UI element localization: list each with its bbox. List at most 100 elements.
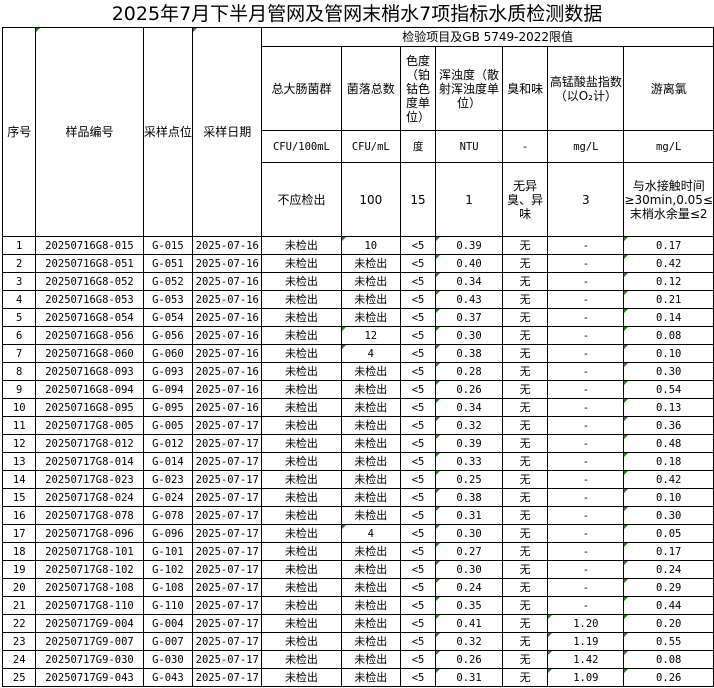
table-row: 4 20250716G8-053 G-053 2025-07-16 未检出 未检出 <5 0.…	[1, 290, 714, 309]
cell-permanganate: 1.42	[547, 650, 625, 669]
cell-color: <5	[399, 344, 437, 363]
cell-site: G-093	[142, 362, 194, 381]
cell-permanganate: -	[547, 272, 625, 291]
cell-odor: 无	[501, 362, 549, 381]
cell-site: G-030	[142, 650, 194, 669]
cell-total-coliform: 未检出	[261, 632, 342, 651]
cell-date: 2025-07-17	[192, 632, 263, 651]
cell-free-chlorine: 0.17	[623, 236, 714, 255]
cell-turbidity: 0.30	[435, 560, 503, 579]
cell-site: G-054	[142, 308, 194, 327]
cell-sample-id: 20250717G9-030	[35, 650, 144, 669]
cell-date: 2025-07-17	[192, 542, 263, 561]
cell-seq: 1	[1, 236, 37, 255]
cell-total-coliform: 未检出	[261, 434, 342, 453]
cell-total-coliform: 未检出	[261, 650, 342, 669]
cell-colony-count: 未检出	[340, 416, 401, 435]
cell-date: 2025-07-16	[192, 362, 263, 381]
cell-permanganate: -	[547, 434, 625, 453]
cell-turbidity: 0.43	[435, 290, 503, 309]
cell-free-chlorine: 0.48	[623, 434, 714, 453]
cell-odor: 无	[501, 434, 549, 453]
cell-seq: 2	[1, 254, 37, 273]
table-row: 18 20250717G8-101 G-101 2025-07-17 未检出 未检出 <5 0…	[1, 542, 714, 561]
cell-date: 2025-07-16	[192, 380, 263, 399]
cell-seq: 10	[1, 398, 37, 417]
table-row: 11 20250717G8-005 G-005 2025-07-17 未检出 未检出 <5 0…	[1, 416, 714, 435]
cell-free-chlorine: 0.30	[623, 362, 714, 381]
cell-colony-count: 未检出	[340, 668, 401, 687]
cell-sample-id: 20250717G8-101	[35, 542, 144, 561]
cell-odor: 无	[501, 632, 549, 651]
cell-turbidity: 0.39	[435, 236, 503, 255]
cell-turbidity: 0.27	[435, 542, 503, 561]
table-row: 3 20250716G8-052 G-052 2025-07-16 未检出 未检出 <5 0.…	[1, 272, 714, 291]
table-row: 1 20250716G8-015 G-015 2025-07-16 未检出 10 <5 0.3…	[1, 236, 714, 255]
cell-color: <5	[399, 236, 437, 255]
cell-free-chlorine: 0.42	[623, 254, 714, 273]
cell-odor: 无	[501, 614, 549, 633]
table-row: 24 20250717G9-030 G-030 2025-07-17 未检出 未检出 <5 0…	[1, 650, 714, 669]
cell-free-chlorine: 0.10	[623, 344, 714, 363]
cell-site: G-108	[142, 578, 194, 597]
table-row: 22 20250717G9-004 G-004 2025-07-17 未检出 未检出 <5 0…	[1, 614, 714, 633]
cell-site: G-060	[142, 344, 194, 363]
cell-sample-id: 20250717G8-024	[35, 488, 144, 507]
cell-sample-id: 20250716G8-051	[35, 254, 144, 273]
cell-date: 2025-07-17	[192, 596, 263, 615]
cell-date: 2025-07-17	[192, 506, 263, 525]
cell-colony-count: 未检出	[340, 578, 401, 597]
cell-color: <5	[399, 542, 437, 561]
cell-odor: 无	[501, 470, 549, 489]
cell-turbidity: 0.34	[435, 272, 503, 291]
cell-color: <5	[399, 650, 437, 669]
cell-colony-count: 未检出	[340, 632, 401, 651]
cell-colony-count: 12	[340, 326, 401, 345]
cell-free-chlorine: 0.29	[623, 578, 714, 597]
cell-colony-count: 未检出	[340, 398, 401, 417]
cell-site: G-024	[142, 488, 194, 507]
cell-site: G-023	[142, 470, 194, 489]
cell-site: G-014	[142, 452, 194, 471]
cell-seq: 11	[1, 416, 37, 435]
header-free-chlorine-name: 游离氯	[623, 46, 714, 131]
cell-color: <5	[399, 362, 437, 381]
table-row: 12 20250717G8-012 G-012 2025-07-17 未检出 未检出 <5 0…	[1, 434, 714, 453]
cell-sample-id: 20250716G8-094	[35, 380, 144, 399]
cell-color: <5	[399, 434, 437, 453]
header-sample-id: 样品编号	[35, 27, 144, 237]
table-row: 15 20250717G8-024 G-024 2025-07-17 未检出 未检出 <5 0…	[1, 488, 714, 507]
cell-date: 2025-07-17	[192, 560, 263, 579]
cell-permanganate: -	[547, 290, 625, 309]
header-free-chlorine-unit: mg/L	[623, 130, 714, 163]
cell-colony-count: 未检出	[340, 434, 401, 453]
cell-permanganate: 1.09	[547, 668, 625, 687]
cell-date: 2025-07-17	[192, 416, 263, 435]
cell-sample-id: 20250717G8-096	[35, 524, 144, 543]
cell-free-chlorine: 0.26	[623, 668, 714, 687]
cell-odor: 无	[501, 542, 549, 561]
cell-color: <5	[399, 632, 437, 651]
cell-turbidity: 0.31	[435, 506, 503, 525]
cell-colony-count: 未检出	[340, 560, 401, 579]
cell-total-coliform: 未检出	[261, 308, 342, 327]
cell-date: 2025-07-17	[192, 524, 263, 543]
cell-seq: 3	[1, 272, 37, 291]
cell-turbidity: 0.41	[435, 614, 503, 633]
cell-date: 2025-07-16	[192, 272, 263, 291]
cell-date: 2025-07-16	[192, 308, 263, 327]
header-total-coliform-limit: 不应检出	[261, 162, 342, 237]
table-row: 2 20250716G8-051 G-051 2025-07-16 未检出 未检出 <5 0.…	[1, 254, 714, 273]
cell-colony-count: 10	[340, 236, 401, 255]
cell-sample-id: 20250717G8-110	[35, 596, 144, 615]
cell-free-chlorine: 0.21	[623, 290, 714, 309]
cell-sample-id: 20250716G8-093	[35, 362, 144, 381]
cell-permanganate: -	[547, 254, 625, 273]
header-seq: 序号	[1, 27, 37, 237]
cell-color: <5	[399, 596, 437, 615]
cell-seq: 16	[1, 506, 37, 525]
cell-color: <5	[399, 668, 437, 687]
cell-permanganate: 1.20	[547, 614, 625, 633]
table-row: 19 20250717G8-102 G-102 2025-07-17 未检出 未检出 <5 0…	[1, 560, 714, 579]
cell-permanganate: -	[547, 452, 625, 471]
